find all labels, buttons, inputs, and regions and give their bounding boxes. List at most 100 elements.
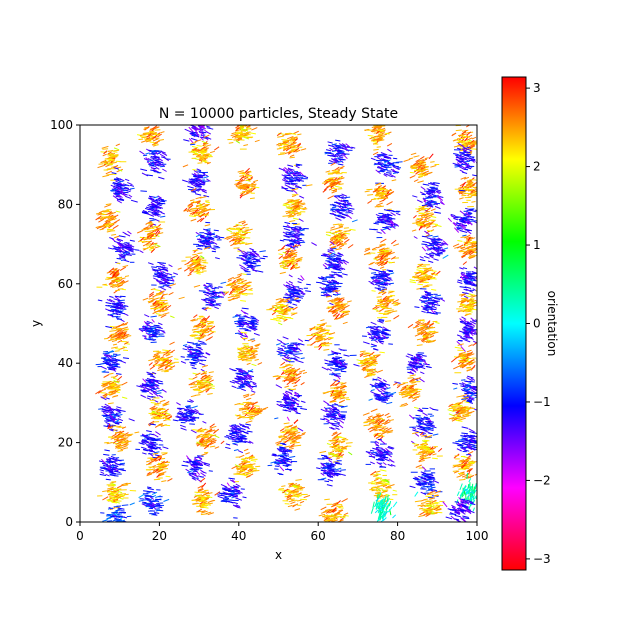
- particle-cluster: [139, 148, 171, 180]
- particle-mark: [117, 430, 125, 436]
- particle-cluster: [138, 486, 170, 516]
- particle-mark: [125, 482, 131, 485]
- particle-mark: [126, 244, 133, 248]
- particle-mark: [240, 192, 246, 194]
- particle-layer: [95, 122, 477, 527]
- particle-cluster: [97, 295, 129, 329]
- particle-mark: [147, 486, 152, 489]
- particle-mark: [206, 239, 211, 241]
- particle-mark: [116, 329, 122, 333]
- particle-mark: [120, 190, 127, 196]
- particle-mark: [115, 195, 120, 198]
- particle-mark: [161, 330, 166, 334]
- particle-mark: [100, 471, 105, 475]
- particle-mark: [157, 275, 162, 278]
- particle-mark: [111, 433, 117, 438]
- particle-mark: [241, 372, 249, 375]
- particle-mark: [118, 198, 125, 201]
- particle-mark: [112, 439, 119, 444]
- particle-mark: [108, 364, 113, 367]
- particle-mark: [193, 383, 199, 386]
- particle-mark: [232, 493, 239, 495]
- particle-mark: [279, 354, 287, 357]
- particle-cluster: [147, 397, 173, 428]
- particle-mark: [152, 310, 159, 315]
- particle-mark: [156, 200, 161, 204]
- particle-mark: [289, 261, 295, 263]
- particle-mark: [116, 257, 122, 260]
- particle-mark: [238, 358, 245, 361]
- particle-mark: [147, 213, 155, 217]
- particle-mark: [106, 442, 113, 445]
- particle-mark: [149, 327, 156, 331]
- particle-mark: [156, 413, 163, 416]
- particle-mark: [153, 156, 160, 159]
- particle-mark: [125, 434, 131, 437]
- particle-mark: [142, 325, 149, 328]
- particle-mark: [158, 202, 166, 205]
- particle-mark: [103, 386, 111, 389]
- particle-mark: [104, 449, 110, 452]
- particle-mark: [213, 229, 219, 232]
- particle-mark: [194, 491, 202, 494]
- particle-mark: [110, 392, 115, 394]
- particle-mark: [122, 265, 129, 268]
- particle-mark: [114, 333, 120, 338]
- particle-mark: [147, 158, 153, 161]
- particle-mark: [114, 296, 121, 301]
- particle-mark: [119, 187, 126, 190]
- particle-mark: [145, 122, 149, 123]
- particle-mark: [235, 231, 241, 234]
- particle-mark: [228, 142, 234, 144]
- particle-mark: [158, 161, 163, 163]
- particle-mark: [190, 363, 197, 365]
- particle-mark: [119, 266, 127, 272]
- particle-cluster: [110, 167, 138, 204]
- particle-mark: [196, 272, 201, 275]
- particle-mark: [192, 253, 197, 256]
- particle-mark: [112, 312, 119, 316]
- particle-mark: [117, 384, 123, 386]
- particle-mark: [161, 156, 167, 159]
- particle-mark: [152, 514, 158, 516]
- particle-mark: [193, 214, 200, 217]
- particle-mark: [161, 266, 169, 269]
- particle-mark: [104, 362, 110, 365]
- particle-mark: [102, 153, 107, 157]
- particle-mark: [107, 313, 114, 318]
- particle-cluster: [98, 449, 127, 481]
- particle-mark: [201, 504, 209, 506]
- particle-mark: [156, 379, 163, 383]
- particle-mark: [154, 384, 160, 390]
- particle-mark: [111, 395, 118, 398]
- particle-mark: [112, 272, 116, 277]
- particle-mark: [162, 403, 168, 407]
- particle-mark: [112, 309, 120, 313]
- particle-mark: [119, 312, 125, 315]
- particle-mark: [146, 133, 152, 138]
- particle-mark: [189, 143, 196, 146]
- particle-mark: [160, 150, 166, 154]
- particle-mark: [111, 233, 117, 236]
- particle-mark: [119, 188, 124, 191]
- particle-mark: [150, 383, 156, 385]
- particle-mark: [125, 253, 132, 257]
- particle-mark: [112, 526, 116, 527]
- particle-mark: [149, 405, 156, 410]
- particle-mark: [159, 262, 166, 267]
- particle-cluster: [137, 220, 166, 253]
- particle-mark: [103, 150, 108, 155]
- particle-mark: [165, 304, 172, 310]
- particle-mark: [110, 271, 116, 275]
- particle-mark: [124, 233, 131, 237]
- particle-mark: [152, 125, 158, 130]
- particle-mark: [152, 361, 159, 367]
- particle-mark: [153, 171, 159, 173]
- particle-mark: [105, 203, 112, 206]
- particle-mark: [123, 442, 129, 446]
- particle-mark: [98, 218, 105, 223]
- particle-mark: [130, 199, 138, 203]
- particle-mark: [146, 174, 153, 177]
- particle-mark: [166, 361, 173, 365]
- particle-mark: [148, 293, 154, 298]
